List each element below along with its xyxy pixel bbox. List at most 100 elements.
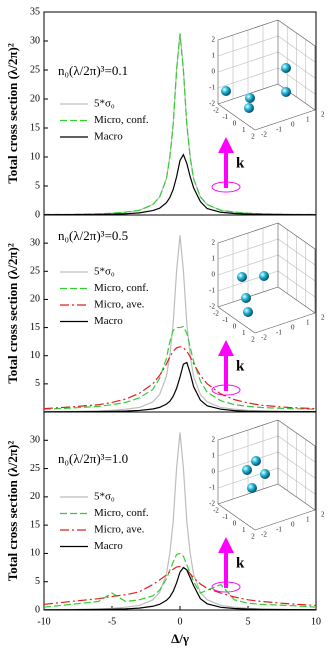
inset-edge [217, 222, 279, 244]
inset-edge [277, 419, 316, 447]
y-tick-label: 10 [30, 548, 40, 559]
inset-y-label: 2 [321, 511, 325, 519]
atom [221, 86, 231, 96]
y-tick-label: 35 [30, 6, 40, 17]
inset-y-label: -1 [276, 526, 282, 534]
inset-z-label: -2 [209, 500, 215, 508]
inset-y-label: 0 [291, 324, 295, 332]
inset-y-label: 1 [306, 319, 310, 327]
y-tick-label: 15 [30, 322, 40, 333]
inset-edge [277, 222, 316, 250]
inset-edge [277, 435, 316, 463]
legend-label: Micro, conf. [94, 282, 149, 294]
series-line [44, 32, 316, 216]
plot-frame [43, 214, 317, 413]
y-tick-label: 5 [35, 576, 40, 587]
inset-z-label: 0 [212, 271, 216, 279]
x-tick-label: 0 [178, 616, 183, 627]
inset-x-label: -1 [222, 513, 228, 521]
y-axis-label: Total cross section (λ/2π)² [5, 243, 20, 384]
y-tick-label: 5 [35, 378, 40, 389]
series-line [44, 33, 316, 216]
inset-edge [254, 109, 316, 131]
y-tick-label: 30 [30, 35, 40, 46]
inset-x-label: -2 [213, 310, 219, 318]
inset-edge [217, 419, 279, 441]
inset-edge [277, 19, 316, 47]
inset-x-label: 2 [251, 133, 255, 141]
y-tick-label: 30 [30, 237, 40, 248]
y-tick-label: 25 [30, 266, 40, 277]
inset-x-label: 1 [242, 126, 246, 134]
legend-label: Macro [94, 315, 123, 327]
atom [245, 93, 255, 103]
inset-edge [217, 306, 256, 334]
inset-x-label: -2 [213, 107, 219, 115]
inset-z-label: -1 [209, 287, 215, 295]
atom [237, 272, 247, 282]
legend-label: 5*σ₀ [94, 98, 115, 110]
inset-edge [217, 254, 279, 276]
y-tick-label: 10 [30, 350, 40, 361]
atom [281, 87, 291, 97]
atom [247, 483, 257, 493]
inset-y-label: 2 [321, 314, 325, 322]
y-tick-label: 20 [30, 93, 40, 104]
inset-edge [217, 483, 279, 505]
y-axis-label: Total cross section (λ/2π)² [5, 441, 20, 582]
inset-y-label: 0 [291, 521, 295, 529]
plot-frame [43, 11, 317, 216]
atom [281, 63, 291, 73]
y-tick-label: 20 [30, 491, 40, 502]
inset-z-label: 2 [212, 436, 216, 444]
inset-edge [277, 35, 316, 63]
inset-edge [217, 51, 279, 73]
inset-y-label: 1 [306, 516, 310, 524]
inset-edge [277, 286, 316, 314]
inset-x-label: -1 [222, 113, 228, 121]
series-line [44, 432, 316, 611]
series-line [43, 325, 317, 410]
y-tick-label: 0 [35, 604, 40, 615]
inset-x-label: 2 [251, 533, 255, 541]
inset-edge [277, 451, 316, 479]
inset-y-label: -2 [261, 531, 267, 539]
inset-z-label: 0 [212, 468, 216, 476]
legend-label: 5*σ₀ [94, 491, 115, 503]
series-line [43, 153, 317, 216]
atom [244, 103, 254, 113]
x-tick-label: 10 [311, 616, 321, 627]
x-tick-label: -5 [108, 616, 116, 627]
inset-edge [217, 19, 279, 41]
legend-label: Macro [94, 540, 123, 552]
inset-x-label: 1 [242, 329, 246, 337]
legend-label: Micro, ave. [94, 299, 145, 311]
y-tick-label: 5 [35, 180, 40, 191]
atom [260, 469, 270, 479]
y-tick-label: 30 [30, 435, 40, 446]
inset-edge [254, 509, 316, 531]
legend-label: Micro, ave. [94, 524, 145, 536]
inset-z-label: -2 [209, 303, 215, 311]
inset-edge [277, 483, 316, 511]
inset-y-label: -2 [261, 334, 267, 342]
inset-x-label: -2 [213, 507, 219, 515]
k-label: k [236, 358, 245, 374]
inset-y-label: -1 [276, 329, 282, 337]
inset-y-label: 0 [291, 121, 295, 129]
x-tick-label: 5 [246, 616, 251, 627]
atom [241, 293, 251, 303]
atom [251, 456, 261, 466]
series-line [43, 565, 317, 607]
plot-frame [43, 411, 317, 611]
inset-edge [277, 254, 316, 282]
inset-z-label: 2 [212, 239, 216, 247]
inset-y-label: 2 [321, 111, 325, 119]
inset-z-label: -1 [209, 84, 215, 92]
inset-x-label: 0 [233, 323, 237, 331]
panel-annotation: n₀(λ/2π)³=0.5 [58, 228, 128, 243]
inset-edge [217, 503, 256, 531]
inset-z-label: 1 [212, 52, 216, 60]
inset-edge [217, 451, 279, 473]
